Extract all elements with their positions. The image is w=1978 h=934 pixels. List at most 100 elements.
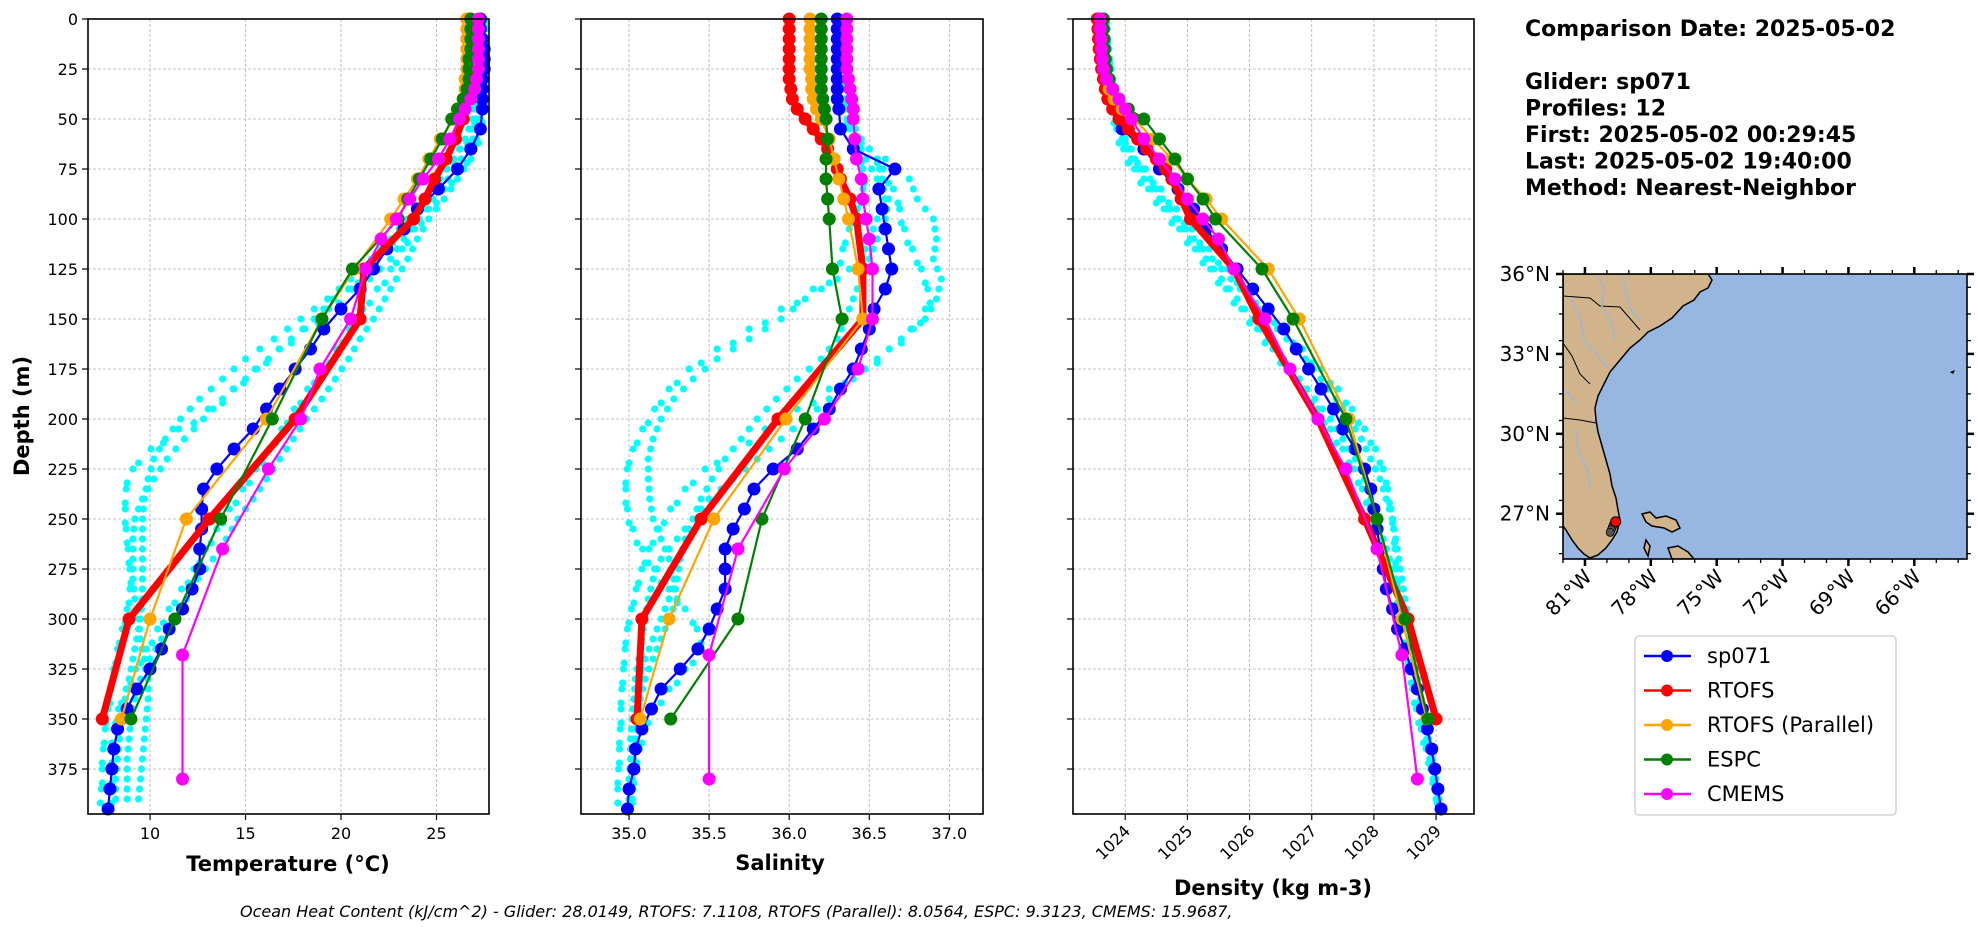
series-marker-sp071 <box>654 682 668 696</box>
profile-point <box>673 679 681 687</box>
temperature-frame <box>87 18 490 815</box>
profile-point <box>387 265 395 273</box>
profile-point <box>801 295 809 303</box>
profile-point <box>1144 185 1153 193</box>
series-marker-cmems <box>1118 102 1132 116</box>
profile-point <box>398 265 406 273</box>
profile-point <box>125 675 133 683</box>
profile-point <box>398 245 406 253</box>
series-marker-espc <box>1152 132 1166 146</box>
profile-point <box>157 635 166 643</box>
profile-point <box>97 785 105 793</box>
x-tick-label: 1024 <box>1092 821 1134 863</box>
series-marker-sp071 <box>1314 382 1328 396</box>
series-marker-sp071 <box>103 782 117 796</box>
density-grid <box>1073 19 1474 814</box>
legend-marker <box>1661 650 1673 662</box>
profile-point <box>616 725 624 733</box>
profile-point <box>665 385 673 393</box>
profile-point <box>873 359 881 367</box>
series-marker-cmems <box>845 92 859 106</box>
series-marker-sp071 <box>185 582 199 596</box>
profile-point <box>1191 245 1199 253</box>
profile-point <box>623 625 632 633</box>
profile-point <box>644 475 652 483</box>
series-marker-espc <box>814 52 828 66</box>
profile-point <box>425 215 433 223</box>
profile-point <box>99 745 107 753</box>
profile-point <box>142 645 150 653</box>
series-marker-sp071 <box>1261 302 1275 316</box>
profile-point <box>673 535 681 543</box>
series-marker-sp071 <box>1277 322 1291 336</box>
profile-point <box>701 465 709 473</box>
series-marker-espc <box>814 22 828 36</box>
profile-point <box>240 379 248 387</box>
profile-point <box>125 559 133 567</box>
profile-point <box>1358 485 1367 493</box>
lat-tick-label: 36°N <box>1500 262 1550 286</box>
profile-point <box>144 695 152 703</box>
profile-point <box>635 579 643 587</box>
profile-point <box>373 285 381 293</box>
profile-point <box>123 605 131 613</box>
series-marker-cmems <box>468 82 482 96</box>
series-marker-espc <box>798 412 812 426</box>
glider-track <box>1605 516 1622 537</box>
profile-point <box>123 785 131 793</box>
series-marker-sp071 <box>105 762 119 776</box>
profile-point <box>884 179 893 187</box>
profile-point <box>745 335 753 343</box>
map-rivers <box>1564 274 1641 489</box>
profile-point <box>629 525 637 533</box>
profile-point <box>619 665 628 673</box>
series-marker-rtofs-parallel- <box>114 712 128 726</box>
profile-point <box>681 485 689 493</box>
profile-point <box>1384 485 1392 493</box>
x-tick-label: 10 <box>140 824 160 843</box>
series-marker-rtofs-parallel- <box>803 62 817 76</box>
profile-point <box>765 445 773 453</box>
salinity-panel: 35.0 35.5 36.0 36.5 37.0 Salinity <box>575 12 984 875</box>
series-marker-sp071 <box>475 92 489 106</box>
profile-point <box>729 345 737 353</box>
profile-point <box>324 295 332 303</box>
profile-point <box>177 415 185 423</box>
lat-tick-label: 33°N <box>1500 342 1550 366</box>
legend-item-sp071: sp071 <box>1644 644 1771 668</box>
series-marker-rtofs <box>785 92 799 106</box>
series-marker-espc <box>814 32 828 46</box>
salinity-xlabel: Salinity <box>735 851 825 875</box>
temperature-xlabel: Temperature (°C) <box>186 852 389 876</box>
profile-point <box>1160 205 1168 213</box>
profile-point <box>1326 415 1334 423</box>
profile-point <box>614 785 622 793</box>
profile-point <box>425 205 433 213</box>
profile-point <box>229 385 237 393</box>
profile-point <box>419 225 427 233</box>
series-marker-espc <box>1196 192 1210 206</box>
profile-point <box>122 525 130 533</box>
profile-point <box>440 195 448 203</box>
series-marker-sp071 <box>473 122 487 136</box>
profile-point <box>1391 545 1399 553</box>
series-marker-sp071 <box>627 762 641 776</box>
profile-point <box>1362 499 1371 507</box>
profile-point <box>729 445 737 453</box>
series-marker-rtofs <box>635 612 649 626</box>
legend-label: RTOFS (Parallel) <box>1707 713 1874 737</box>
profile-point <box>905 175 913 183</box>
series-marker-sp071 <box>1420 722 1434 736</box>
profile-point <box>163 455 171 463</box>
salinity-frame <box>580 18 984 815</box>
series-marker-sp071 <box>673 662 687 676</box>
series-marker-sp071 <box>1336 422 1350 436</box>
profile-point <box>139 745 147 753</box>
series-marker-sp071 <box>718 542 732 556</box>
series-marker-espc <box>1180 172 1194 186</box>
profile-point <box>156 465 165 473</box>
profile-point <box>345 285 353 293</box>
salinity-yticks <box>575 18 581 770</box>
info-line: Last: 2025-05-02 19:40:00 <box>1525 150 1852 175</box>
profile-point <box>112 775 120 783</box>
